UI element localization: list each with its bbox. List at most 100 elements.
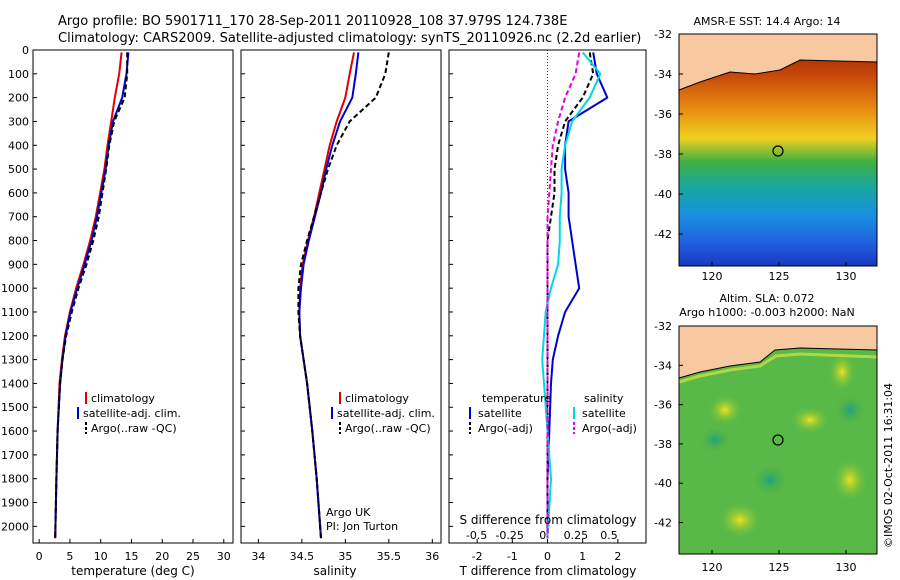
x-tick-label-0-3: 15 (124, 550, 138, 563)
series-1-0 (298, 52, 355, 539)
map-lat-label-0-0: -32 (654, 28, 672, 41)
header-line-1: Argo profile: BO 5901711_170 28-Sep-2011… (58, 14, 567, 29)
legend-t-satellite: satellite (478, 407, 522, 420)
sla-map: Altim. SLA: 0.072 Argo h1000: -0.003 h20… (678, 292, 878, 555)
x-tick-label-0-0: 0 (36, 550, 43, 563)
map-lat-label-1-5: -42 (654, 517, 672, 530)
sla-anomaly-low-2 (836, 396, 864, 424)
depth-tick-label-19: 1900 (1, 497, 29, 510)
depth-tick-label-9: 900 (8, 258, 29, 271)
salinity-panel-frame (240, 49, 442, 544)
map-lon-label-1-0: 120 (702, 561, 723, 574)
map-lat-label-0-3: -38 (654, 148, 672, 161)
x-tick-label-1-3: 35.5 (377, 550, 402, 563)
x2-tick-label-4: 0.5 (600, 529, 618, 542)
x-tick-label-2-2: 0 (544, 550, 551, 563)
map-lat-label-0-5: -42 (654, 228, 672, 241)
header-line-2: Climatology: CARS2009. Satellite-adjuste… (58, 31, 641, 46)
depth-tick-label-13: 1300 (1, 354, 29, 367)
watermark: ©IMOS 02-Oct-2011 16:31:04 (882, 383, 895, 548)
sst-land (679, 34, 877, 90)
map-lon-label-0-1: 125 (769, 270, 790, 283)
map-lon-label-1-1: 125 (769, 561, 790, 574)
sla-anomaly-high-1 (707, 394, 743, 426)
depth-tick-label-12: 1200 (1, 330, 29, 343)
x-tick-label-0-5: 25 (186, 550, 200, 563)
sst-frame (678, 33, 878, 267)
x-tick-label-2-4: 2 (614, 550, 621, 563)
map-lat-label-0-2: -36 (654, 108, 672, 121)
legend-s-argo: Argo(-adj) (582, 422, 637, 435)
sla-anomaly-high-5 (832, 458, 868, 502)
credit-line-2: PI: Jon Turton (326, 520, 398, 533)
depth-tick-label-18: 1800 (1, 473, 29, 486)
series-0-1 (54, 52, 130, 539)
temperature-xlabel: temperature (deg C) (71, 564, 194, 578)
x-tick-label-0-6: 30 (217, 550, 231, 563)
map-lat-label-1-3: -38 (654, 438, 672, 451)
series-1-1 (298, 52, 360, 539)
map-lat-label-1-0: -32 (654, 320, 672, 333)
x2-tick-label-3: 0.25 (564, 529, 589, 542)
x-tick-label-2-3: 1 (579, 550, 586, 563)
sst-profile-marker (772, 145, 784, 157)
x-tick-label-2-1: -1 (507, 550, 518, 563)
credit-line-1: Argo UK (326, 506, 371, 519)
x-tick-label-1-4: 36 (425, 550, 439, 563)
series-2-2 (541, 51, 602, 539)
difference-legend: temperature salinity satellite Argo(-adj… (469, 392, 637, 435)
depth-tick-label-15: 1500 (1, 401, 29, 414)
depth-tick-label-1: 100 (8, 68, 29, 81)
series-0-2 (54, 52, 129, 539)
map-ticks: -32 -34 -36 -38 -40 -42 120 125 130 -32 -34 -36 -38 -… (654, 28, 856, 574)
series-1-2 (297, 52, 390, 539)
depth-tick-label-16: 1600 (1, 425, 29, 438)
temperature-legend: climatology satellite-adj. clim. Argo(..… (77, 392, 181, 435)
temperature-panel-frame (32, 49, 234, 544)
sst-map-title: AMSR-E SST: 14.4 Argo: 14 (693, 15, 840, 28)
legend-argo-2: Argo(..raw -QC) (345, 422, 431, 435)
sla-frame (678, 325, 878, 555)
x-tick-label-1-0: 34 (251, 550, 265, 563)
sla-anomaly-low-3 (754, 466, 786, 494)
map-lon-label-0-0: 120 (702, 270, 723, 283)
legend-argo: Argo(..raw -QC) (91, 422, 177, 435)
depth-tick-label-0: 0 (22, 44, 29, 57)
depth-tick-label-7: 700 (8, 211, 29, 224)
sla-anomaly-high-2 (828, 352, 856, 392)
map-lon-label-1-2: 130 (836, 561, 857, 574)
sla-anomaly-high-4 (718, 502, 762, 538)
map-lat-label-1-1: -34 (654, 359, 672, 372)
depth-axis: 0 100 200 300 400 500 600 700 800 900 1000 1100 1200… (1, 44, 453, 533)
sla-anomaly-high-3 (790, 406, 830, 434)
x-tick-label-0-4: 20 (155, 550, 169, 563)
sla-map-title-2: Argo h1000: -0.003 h2000: NaN (679, 306, 855, 319)
legend-temperature-heading: temperature (482, 392, 551, 405)
s-difference-label: S difference from climatology (460, 513, 637, 527)
depth-tick-label-2: 200 (8, 92, 29, 105)
x2-tick-label-2: 0 (539, 529, 546, 542)
map-lat-label-1-2: -36 (654, 399, 672, 412)
depth-tick-label-4: 400 (8, 139, 29, 152)
sst-map: AMSR-E SST: 14.4 Argo: 14 (678, 15, 878, 267)
sla-map-title-1: Altim. SLA: 0.072 (719, 292, 814, 305)
x2-tick-label-1: -0.25 (495, 529, 523, 542)
temperature-panel: 0 5 10 15 20 25 30 (36, 52, 231, 563)
sla-coastline (678, 347, 878, 379)
depth-tick-label-10: 1000 (1, 282, 29, 295)
depth-tick-label-8: 800 (8, 235, 29, 248)
legend-climatology: climatology (91, 392, 155, 405)
depth-tick-label-17: 1700 (1, 449, 29, 462)
series-2-3 (546, 52, 581, 539)
map-lat-label-0-4: -40 (654, 188, 672, 201)
legend-t-argo: Argo(-adj) (478, 422, 533, 435)
sla-coastal-band (678, 352, 878, 384)
x-tick-label-1-2: 35 (338, 550, 352, 563)
map-lon-label-0-2: 130 (836, 270, 857, 283)
x-tick-label-0-2: 10 (94, 550, 108, 563)
legend-salinity-heading: salinity (584, 392, 624, 405)
x-tick-label-1-1: 34.5 (290, 550, 315, 563)
depth-tick-label-14: 1400 (1, 377, 29, 390)
sla-land (679, 326, 877, 378)
